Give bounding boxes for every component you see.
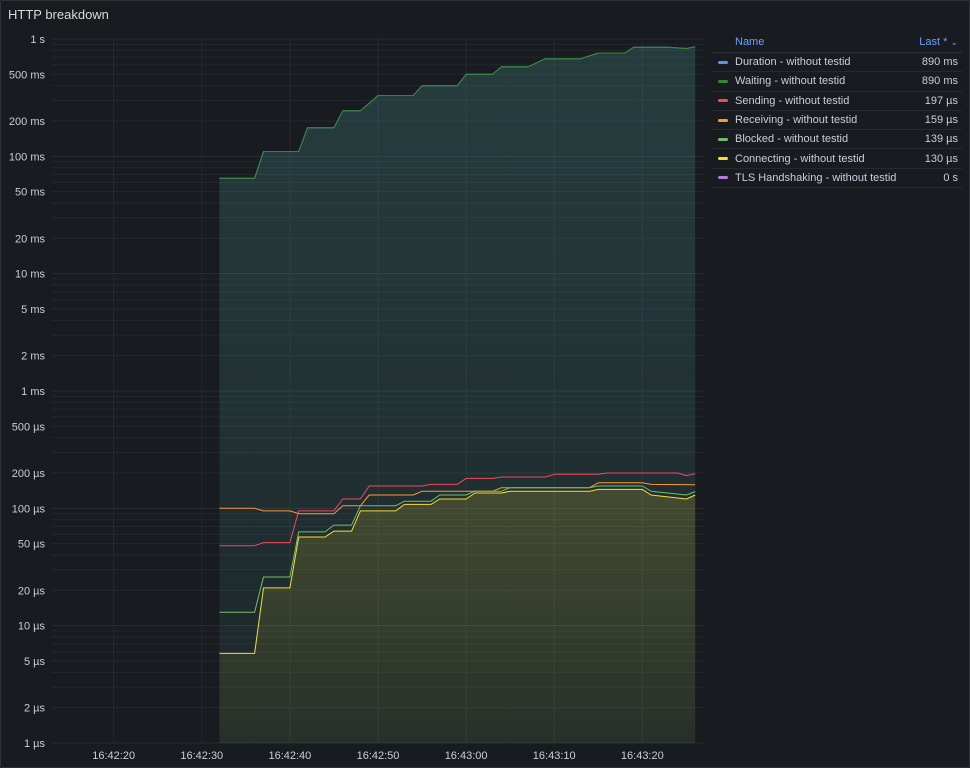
legend-item-value: 197 µs [924,94,958,107]
y-tick-label: 1 µs [24,738,46,750]
y-axis: 1 s 500 ms 200 ms 100 ms 50 ms 20 ms 10 ms 5 ms… [9,34,46,750]
legend-rows: Duration - without testid 890 ms Waiting -… [712,53,962,189]
legend-swatch [718,118,728,122]
y-tick-label: 20 µs [18,585,46,597]
legend-swatch [718,157,728,161]
legend-swatch [718,79,728,83]
series-line[interactable] [219,46,696,179]
chevron-down-icon: ⌄ [950,37,958,47]
legend-item-name: Waiting - without testid [735,75,846,88]
legend-swatch [718,60,728,64]
legend-item-value: 130 µs [924,152,958,165]
x-tick-label: 16:42:50 [357,750,400,762]
y-tick-label: 200 µs [12,468,46,480]
legend-item[interactable]: Sending - without testid 197 µs [712,92,962,111]
legend-header-last-label: Last * [919,36,948,48]
legend-item[interactable]: Blocked - without testid 139 µs [712,130,962,150]
legend-item-value: 159 µs [924,114,958,127]
y-tick-label: 2 µs [24,703,46,715]
legend-item-name: Connecting - without testid [735,152,865,165]
y-tick-label: 50 µs [18,539,46,551]
legend-item-name: Duration - without testid [735,56,851,69]
legend-swatch [718,176,728,180]
series-line[interactable] [219,485,696,613]
legend-item[interactable]: Duration - without testid 890 ms [712,53,962,73]
series-lines[interactable] [219,46,696,654]
y-tick-label: 100 ms [9,151,46,163]
y-tick-label: 10 µs [18,621,46,633]
legend-item-value: 890 ms [921,56,958,69]
y-tick-label: 5 ms [21,304,45,316]
legend-item[interactable]: Connecting - without testid 130 µs [712,149,962,169]
x-tick-label: 16:42:20 [92,750,135,762]
series-areas [219,46,696,743]
legend-item-value: 890 ms [921,75,958,88]
y-tick-label: 500 µs [12,421,46,433]
y-tick-label: 2 ms [21,351,45,363]
y-tick-label: 200 ms [9,116,46,128]
y-tick-label: 5 µs [24,656,46,668]
legend-header-last[interactable]: Last * ⌄ [919,36,958,48]
x-axis: 16:42:20 16:42:30 16:42:40 16:42:50 16:43:00… [92,750,663,762]
legend-item-value: 139 µs [924,133,958,146]
legend-swatch [718,137,728,141]
legend-item-name: Receiving - without testid [735,114,858,127]
legend-item-name: TLS Handshaking - without testid [735,171,897,184]
legend-header-name[interactable]: Name [735,36,765,48]
y-tick-label: 20 ms [15,233,45,245]
panel-title[interactable]: HTTP breakdown [8,7,109,22]
y-tick-label: 100 µs [12,503,46,515]
series-line[interactable] [219,472,696,547]
series-line[interactable] [219,482,696,515]
y-tick-label: 1 ms [21,386,45,398]
legend: Name Last * ⌄ Duration - without testid 8… [712,32,962,189]
legend-item-name: Sending - without testid [735,94,850,107]
y-tick-label: 50 ms [15,187,45,199]
y-tick-label: 500 ms [9,69,46,81]
legend-item-name: Blocked - without testid [735,133,849,146]
x-tick-label: 16:43:00 [445,750,488,762]
x-tick-label: 16:42:40 [268,750,311,762]
x-tick-label: 16:43:10 [533,750,576,762]
legend-item-value: 0 s [943,171,958,184]
y-tick-label: 10 ms [15,269,45,281]
legend-item[interactable]: Waiting - without testid 890 ms [712,72,962,92]
legend-item[interactable]: TLS Handshaking - without testid 0 s [712,169,962,189]
x-tick-label: 16:42:30 [180,750,223,762]
legend-item[interactable]: Receiving - without testid 159 µs [712,111,962,131]
legend-header: Name Last * ⌄ [712,32,962,53]
series-line[interactable] [219,488,696,654]
legend-swatch [718,99,728,103]
y-tick-label: 1 s [30,34,45,46]
series-area [219,489,696,743]
x-tick-label: 16:43:20 [621,750,664,762]
